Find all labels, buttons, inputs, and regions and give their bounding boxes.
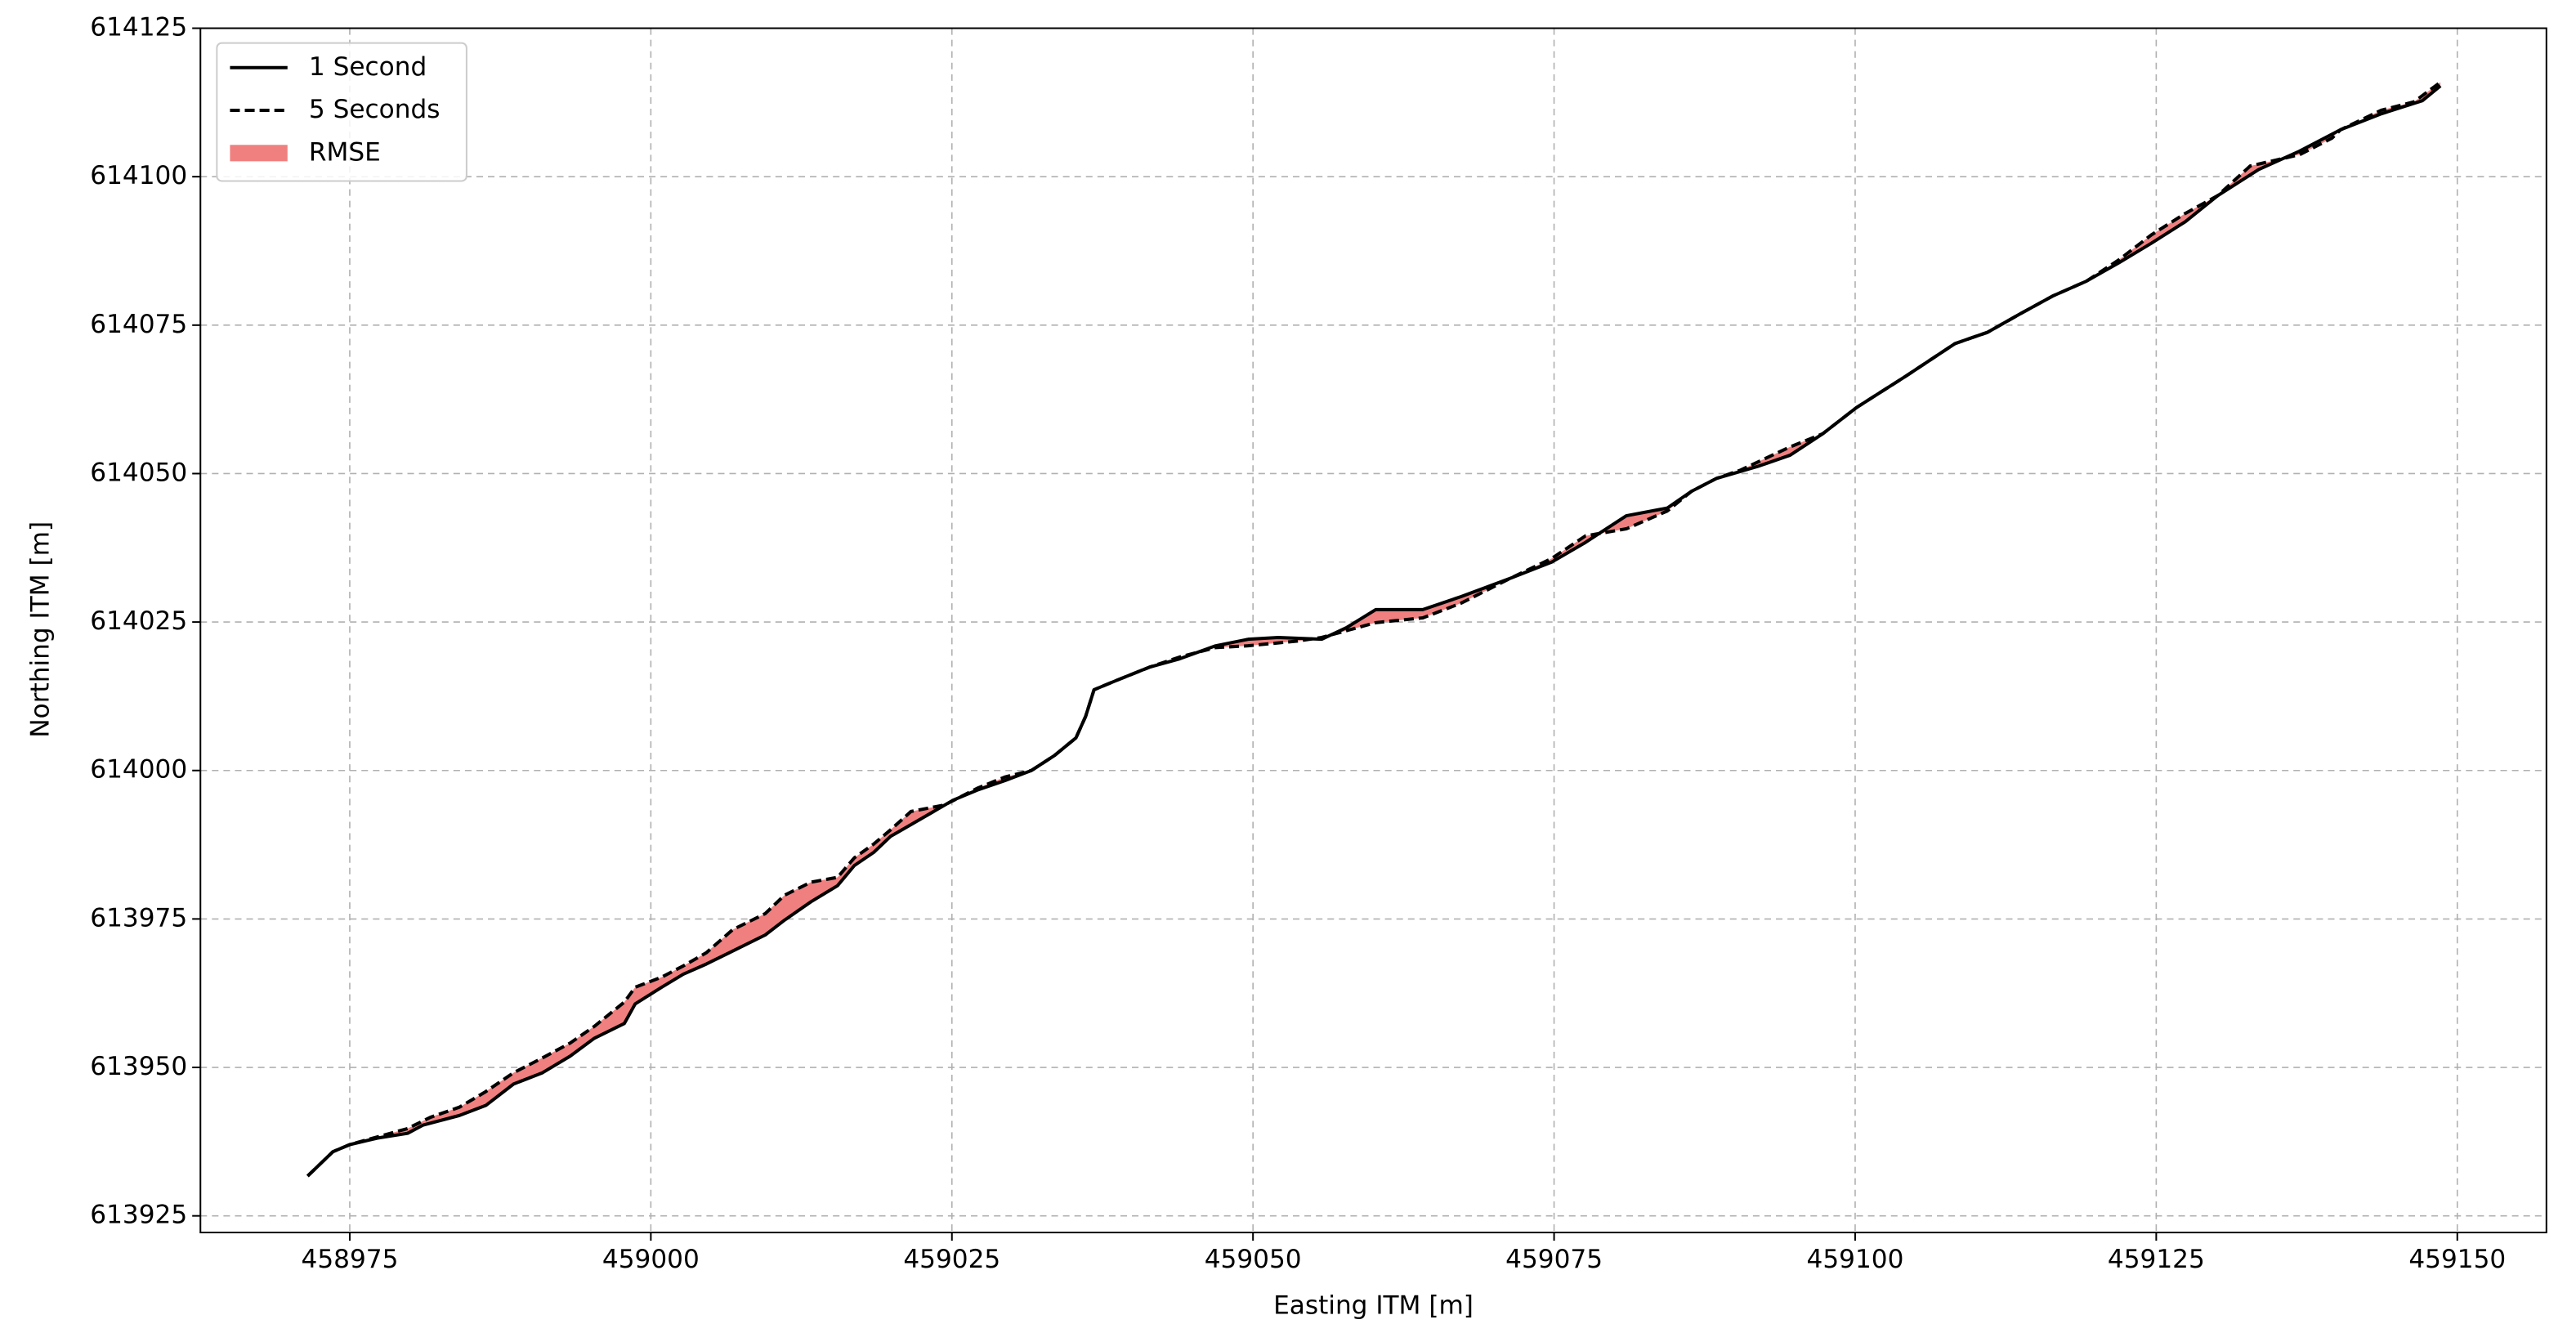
y-tick-label: 613925 bbox=[90, 1201, 187, 1230]
y-tick-label: 614025 bbox=[90, 606, 187, 636]
legend-swatch bbox=[230, 145, 288, 162]
x-tick-label: 458975 bbox=[302, 1245, 399, 1274]
x-tick-label: 459150 bbox=[2408, 1245, 2506, 1274]
axes-frame bbox=[199, 27, 2547, 1234]
x-tick-label: 459000 bbox=[602, 1245, 700, 1274]
x-tick-label: 459075 bbox=[1505, 1245, 1603, 1274]
legend: 1 Second 5 Seconds RMSE bbox=[216, 42, 467, 182]
plot-area bbox=[306, 81, 2442, 1178]
y-tick-label: 614125 bbox=[90, 13, 187, 42]
x-tick-label: 459125 bbox=[2108, 1245, 2205, 1274]
y-tick-label: 614075 bbox=[90, 310, 187, 339]
series-line bbox=[306, 81, 2442, 1178]
y-tick-label: 614100 bbox=[90, 161, 187, 190]
legend-label: 1 Second bbox=[309, 52, 427, 82]
x-tick-label: 459025 bbox=[903, 1245, 1000, 1274]
y-tick-label: 613950 bbox=[90, 1052, 187, 1081]
legend-label: 5 Seconds bbox=[309, 95, 441, 124]
grid bbox=[200, 27, 2547, 1233]
x-tick-label: 459100 bbox=[1807, 1245, 1904, 1274]
x-axis-label: Easting ITM [m] bbox=[1273, 1291, 1474, 1320]
y-tick-label: 614000 bbox=[90, 755, 187, 785]
x-tick-label: 459050 bbox=[1205, 1245, 1302, 1274]
legend-label: RMSE bbox=[309, 137, 381, 167]
y-axis-label: Northing ITM [m] bbox=[25, 521, 55, 738]
y-tick-label: 614050 bbox=[90, 458, 187, 487]
ticks: 458975 459000 459025 459050 459075 459100 4591… bbox=[90, 13, 2506, 1275]
y-tick-label: 613975 bbox=[90, 903, 187, 933]
